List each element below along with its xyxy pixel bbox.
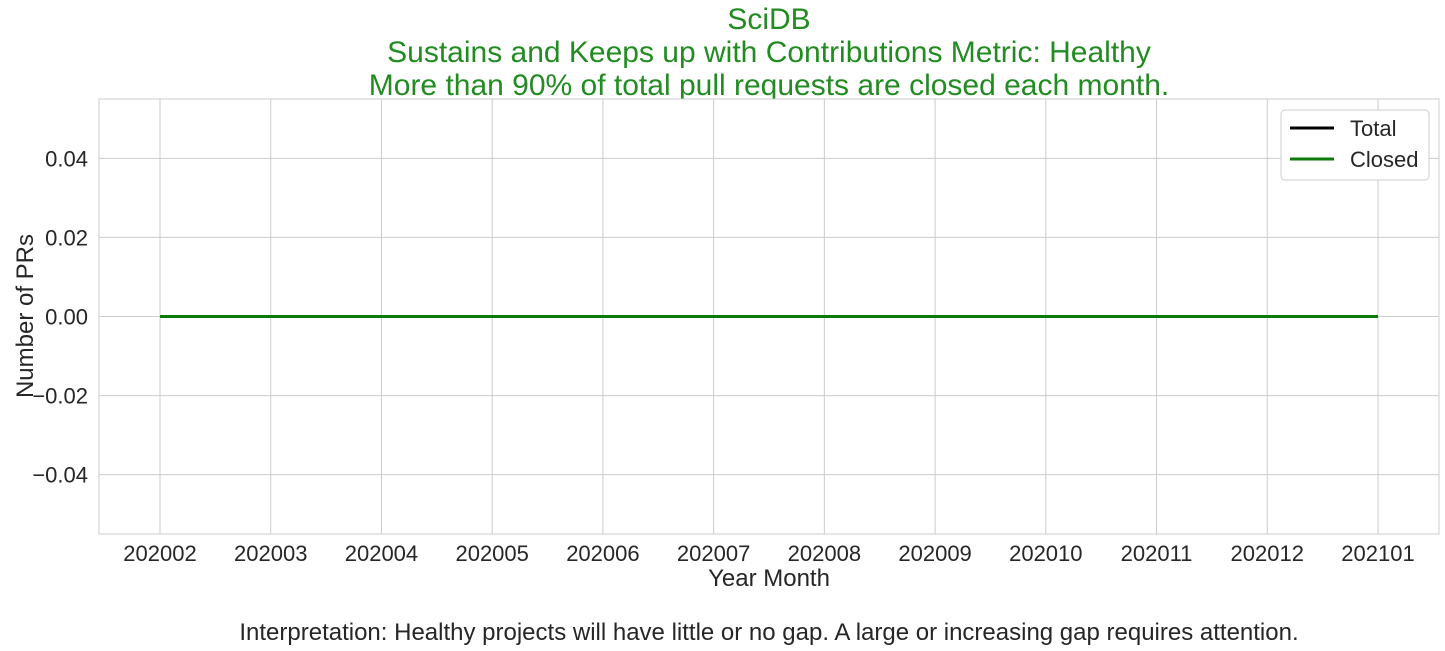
x-tick-label: 202007 [677, 541, 750, 566]
legend: Total Closed [1280, 109, 1430, 181]
y-tick-label: 0.04 [45, 146, 88, 171]
x-tick-label: 202008 [788, 541, 861, 566]
y-tick-label: 0.00 [45, 305, 88, 330]
title-line-metric: Sustains and Keeps up with Contributions… [387, 36, 1151, 69]
x-axis-label: Year Month [708, 565, 830, 592]
title-line-project: SciDB [727, 3, 810, 36]
legend-label-total: Total [1350, 116, 1396, 141]
legend-label-closed: Closed [1350, 147, 1418, 172]
chart-title: SciDB Sustains and Keeps up with Contrib… [369, 3, 1169, 102]
x-tick-label: 202005 [455, 541, 528, 566]
x-tick-label: 202002 [123, 541, 196, 566]
plot-frame [98, 98, 1440, 535]
x-tick-label: 202004 [345, 541, 418, 566]
y-axis-label: Number of PRs [12, 234, 39, 398]
y-tick-label: −0.02 [32, 384, 88, 409]
x-tick-label: 202006 [566, 541, 639, 566]
x-axis-ticks: 202002 202003 202004 202005 202006 202007 2020… [123, 541, 1414, 566]
x-tick-label: 202010 [1009, 541, 1082, 566]
x-tick-label: 202009 [898, 541, 971, 566]
x-tick-label: 202012 [1231, 541, 1304, 566]
y-axis-ticks: −0.04 −0.02 0.00 0.02 0.04 [32, 146, 88, 487]
interpretation-note: Interpretation: Healthy projects will ha… [239, 619, 1298, 646]
title-line-description: More than 90% of total pull requests are… [369, 69, 1169, 102]
y-tick-label: 0.02 [45, 225, 88, 250]
x-tick-label: 202101 [1341, 541, 1414, 566]
x-tick-label: 202011 [1121, 541, 1193, 566]
x-tick-label: 202003 [234, 541, 307, 566]
y-tick-label: −0.04 [32, 463, 88, 488]
